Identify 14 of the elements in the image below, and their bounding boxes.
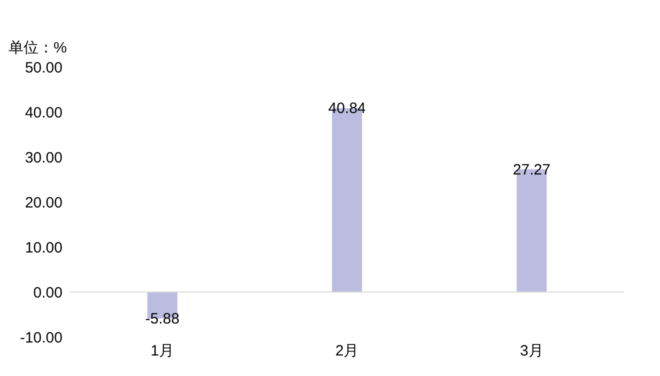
x-tick-label: 3月 [520,342,544,360]
y-tick-label: 20.00 [24,194,62,212]
x-tick-label: 2月 [335,342,359,360]
data-label: 27.27 [512,161,550,178]
y-tick-label: 50.00 [24,60,62,76]
y-tick-label: -10.00 [20,330,62,346]
y-tick-label: 0.00 [33,284,62,302]
y-tick-label: 30.00 [24,150,62,166]
data-label: -5.88 [145,310,180,328]
y-axis-title: 单位：% [8,40,67,56]
y-tick-label: 10.00 [24,240,62,256]
y-tick-label: 40.00 [24,104,62,122]
x-tick-label: 1月 [150,342,174,360]
data-label: 40.84 [328,100,366,118]
